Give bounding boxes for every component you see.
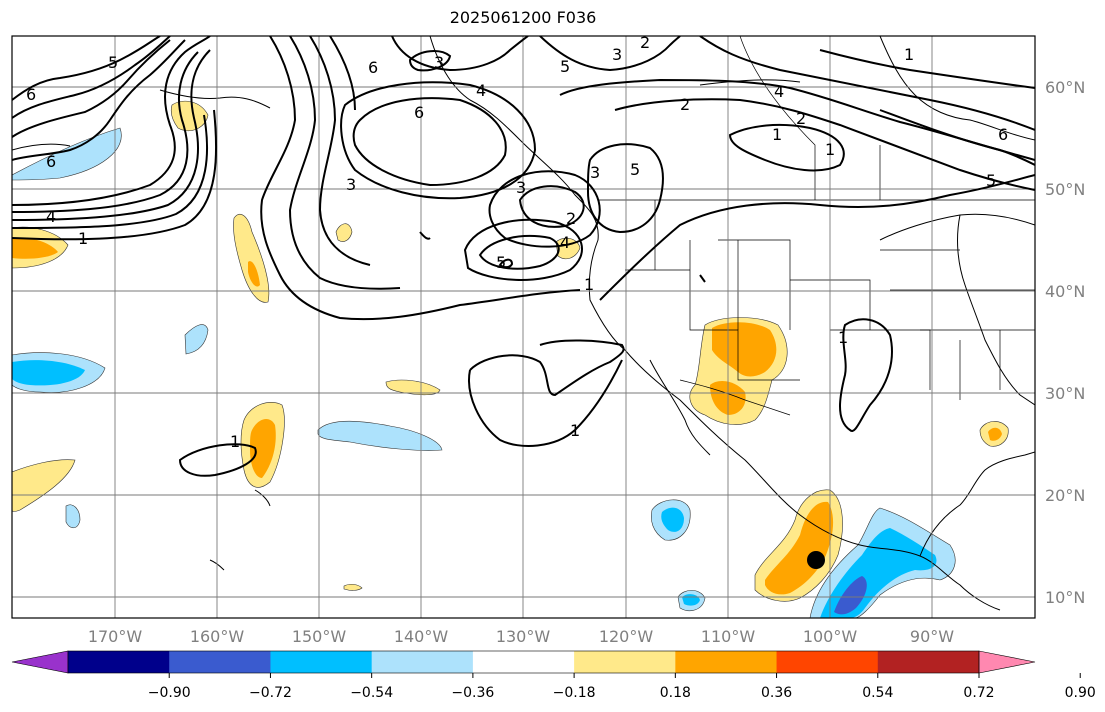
latitude-label: 60°N (1045, 78, 1085, 97)
contour-label: 1 (772, 125, 782, 144)
colorbar-segment (574, 651, 676, 673)
colorbar-tick-label: −0.36 (451, 685, 494, 701)
colorbar-tick-label: 0.90 (1065, 685, 1096, 701)
location-marker (807, 551, 825, 569)
political-borders (598, 36, 1035, 416)
colorbar-segment (675, 651, 778, 673)
longitude-label: 160°W (190, 627, 245, 646)
latitude-label: 50°N (1045, 180, 1085, 199)
longitude-label: 170°W (88, 627, 143, 646)
colorbar-segment (877, 651, 980, 673)
colorbar-tick-label: 0.54 (862, 685, 893, 701)
contour-label: 4 (476, 81, 486, 100)
contour-label: 1 (838, 328, 848, 347)
contour-label: 6 (26, 85, 36, 104)
contour-label: 6 (414, 103, 424, 122)
colorbar-tick-label: −0.18 (553, 685, 596, 701)
contour-label: 2 (640, 33, 650, 52)
longitude-label: 140°W (394, 627, 449, 646)
colorbar-segment (270, 651, 373, 673)
contour-label: 1 (570, 421, 580, 440)
contour-label: 3 (590, 163, 600, 182)
contour-label: 5 (630, 160, 640, 179)
longitude-label: 110°W (701, 627, 756, 646)
contour-label: 2 (566, 209, 576, 228)
contour-label: 2 (796, 109, 806, 128)
contour-label: 1 (78, 229, 88, 248)
latitude-label: 40°N (1045, 282, 1085, 301)
contour-label: 4 (46, 207, 56, 226)
contour-label: 3 (434, 53, 444, 72)
colorbar-extension-min (11, 650, 69, 674)
contour-label: 5 (560, 57, 570, 76)
map-frame (11, 35, 1036, 619)
colorbar-tick-label: 0.72 (963, 685, 994, 701)
longitude-label: 130°W (496, 627, 551, 646)
map-background (12, 36, 1035, 618)
contour-label: 3 (346, 175, 356, 194)
contour-label: 4 (560, 233, 570, 252)
contour-label: 5 (108, 53, 118, 72)
colorbar: −0.90 −0.72 −0.54 −0.36 −0.18 0.18 0.36 0.54 0.7… (11, 650, 1096, 701)
colorbar-tick-label: 0.18 (660, 685, 691, 701)
longitude-label: 150°W (292, 627, 347, 646)
contour-label: 2 (680, 95, 690, 114)
contour-label: 6 (998, 125, 1008, 144)
colorbar-segment (472, 651, 575, 673)
colorbar-segment (371, 651, 474, 673)
latitude-label: 10°N (1045, 588, 1085, 607)
map-title: 2025061200 F036 (449, 8, 597, 27)
contour-label: 4 (774, 82, 784, 101)
colorbar-tick-label: 0.36 (761, 685, 792, 701)
latitude-label: 20°N (1045, 486, 1085, 505)
longitude-label: 90°W (910, 627, 954, 646)
colorbar-segment (776, 651, 879, 673)
graticule (12, 36, 1035, 618)
colorbar-outline (67, 650, 980, 674)
contour-label: 6 (368, 58, 378, 77)
colorbar-tick-label: −0.72 (249, 685, 292, 701)
contour-label: 3 (516, 178, 526, 197)
longitude-label: 100°W (803, 627, 858, 646)
contour-labels: 6 5 6 4 1 6 3 3 6 4 2 3 3 2 5 4 3 2 5 1 … (26, 33, 1008, 451)
colorbar-segment (169, 651, 271, 673)
latitude-label: 30°N (1045, 384, 1085, 403)
contour-label: 1 (825, 140, 835, 159)
contour-label: 3 (612, 45, 622, 64)
colorbar-segment (68, 651, 170, 673)
contour-label: 1 (584, 275, 594, 294)
colorbar-tick-label: −0.54 (350, 685, 393, 701)
contour-label: 6 (46, 152, 56, 171)
contour-label: 5 (496, 253, 506, 272)
colorbar-extension-max (978, 650, 1036, 674)
latitude-labels: 60°N 50°N 40°N 30°N 20°N 10°N (1045, 78, 1085, 607)
contour-label: 5 (986, 171, 996, 190)
contour-lines (12, 36, 1035, 477)
colorbar-tick-label: −0.90 (148, 685, 191, 701)
contour-label: 1 (230, 432, 240, 451)
longitude-labels: 170°W 160°W 150°W 140°W 130°W 120°W 110°… (88, 627, 954, 646)
contour-label: 1 (904, 45, 914, 64)
longitude-label: 120°W (599, 627, 654, 646)
